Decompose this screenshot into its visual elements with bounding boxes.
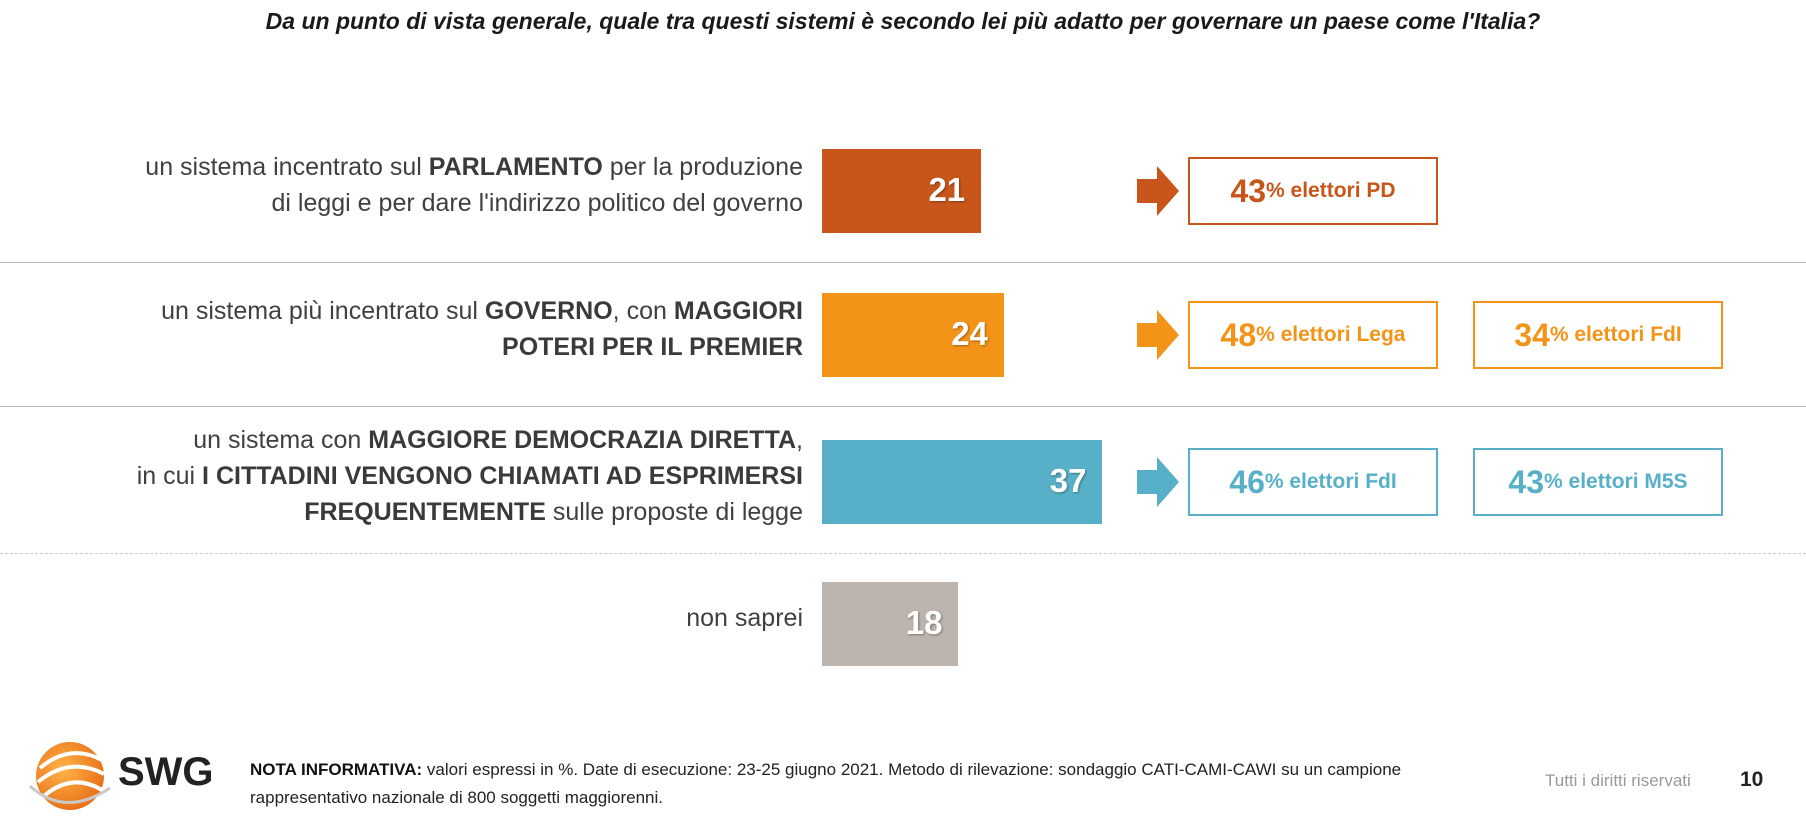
bar xyxy=(822,149,982,233)
category-label-part: un sistema più incentrato sul xyxy=(161,297,485,325)
bar-value-label: 21 xyxy=(928,171,966,208)
badge-text: % elettori Lega xyxy=(1256,323,1406,346)
badge-percent: 43 xyxy=(1230,172,1267,209)
swg-logo xyxy=(20,738,220,814)
row-separator xyxy=(0,553,1806,554)
row-separator xyxy=(0,262,1806,263)
category-label-part: un sistema con xyxy=(193,426,369,454)
chart-title: Da un punto di vista generale, quale tra… xyxy=(265,8,1541,34)
category-label-part: POTERI PER IL PREMIER xyxy=(502,333,803,361)
category-label: un sistema con MAGGIORE DEMOCRAZIA DIRET… xyxy=(137,422,803,530)
category-label-part: , con xyxy=(612,297,674,325)
logo-text: SWG xyxy=(118,750,214,794)
badge-text: % elettori PD xyxy=(1266,179,1396,202)
category-label: un sistema più incentrato sul GOVERNO, c… xyxy=(161,293,803,365)
voter-share-badge: 34% elettori FdI xyxy=(1473,301,1723,369)
voter-share-badge: 46% elettori FdI xyxy=(1188,448,1438,516)
category-label-part: per la produzione xyxy=(602,153,803,181)
category-label-part: MAGGIORI xyxy=(673,297,803,325)
category-label-part: FREQUENTEMENTE xyxy=(304,498,546,526)
category-label-part: , xyxy=(796,426,803,454)
bar xyxy=(822,582,959,666)
category-label-part: MAGGIORE DEMOCRAZIA DIRETTA xyxy=(368,426,797,454)
category-label-part: in cui xyxy=(136,462,203,490)
category-label: un sistema incentrato sul PARLAMENTO per… xyxy=(145,149,803,221)
category-label: non saprei xyxy=(686,600,803,636)
category-label-part: I CITTADINI VENGONO CHIAMATI AD ESPRIMER… xyxy=(202,462,803,490)
category-label-part: un sistema incentrato sul xyxy=(145,153,429,181)
badge-text: % elettori M5S xyxy=(1544,470,1688,493)
badge-percent: 48 xyxy=(1220,316,1257,353)
category-label-part: sulle proposte di legge xyxy=(545,498,803,526)
row-separator xyxy=(0,406,1806,407)
bar-value-label: 37 xyxy=(1049,462,1087,499)
category-label-part: non saprei xyxy=(686,604,803,632)
badge-percent: 46 xyxy=(1229,463,1265,500)
voter-share-badge: 48% elettori Lega xyxy=(1188,301,1438,369)
category-label-part: GOVERNO xyxy=(484,297,613,325)
arrow-right-icon xyxy=(1137,457,1179,507)
voter-share-badge: 43% elettori M5S xyxy=(1473,448,1723,516)
arrow-right-icon xyxy=(1137,310,1179,360)
bar-value-label: 18 xyxy=(905,604,943,641)
badge-percent: 43 xyxy=(1508,463,1545,500)
badge-text: % elettori FdI xyxy=(1549,323,1682,346)
page-number: 10 xyxy=(1740,768,1764,791)
voter-share-badge: 43% elettori PD xyxy=(1188,157,1438,225)
bar-value-label: 24 xyxy=(951,315,988,352)
badge-percent: 34 xyxy=(1514,316,1550,353)
bar xyxy=(822,293,1004,377)
badge-text: % elettori FdI xyxy=(1264,470,1397,493)
arrow-right-icon xyxy=(1137,166,1179,216)
footer-note: NOTA INFORMATIVA: valori espressi in %. … xyxy=(250,756,1420,812)
rights-text: Tutti i diritti riservati xyxy=(1545,771,1691,790)
note-text: valori espressi in %. Date di esecuzione… xyxy=(250,760,1402,807)
category-label-part: di leggi e per dare l'indirizzo politico… xyxy=(271,189,803,217)
category-label-part: PARLAMENTO xyxy=(428,153,603,181)
bar xyxy=(822,440,1103,524)
note-label: NOTA INFORMATIVA: xyxy=(250,760,423,779)
